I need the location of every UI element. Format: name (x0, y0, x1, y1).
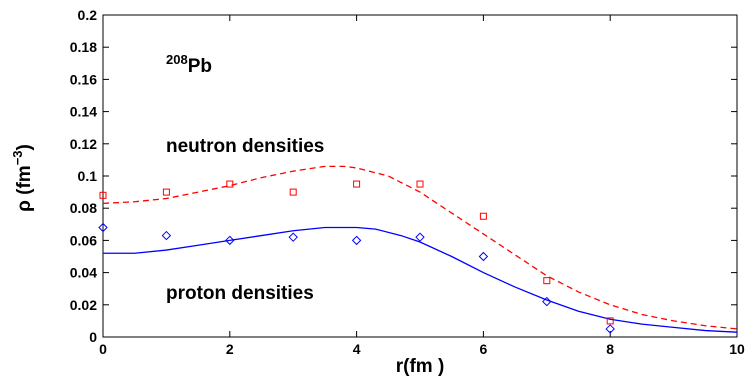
proton-data-point (98, 222, 108, 233)
proton-data-point (288, 232, 298, 242)
neutron-data-point (606, 317, 614, 325)
y-tick-label: 0 (89, 329, 97, 345)
y-tick-label: 0.14 (70, 104, 97, 120)
y-tick-label: 0.18 (70, 39, 97, 55)
x-tick-label: 8 (606, 341, 614, 357)
neutron-data-point (479, 212, 487, 220)
y-tick-label: 0.04 (70, 265, 97, 281)
neutron-densities-label: neutron densities (166, 136, 324, 157)
proton-model-curve (103, 226, 738, 333)
neutron-data-point (289, 188, 297, 196)
proton-data-point (225, 235, 235, 246)
neutron-data-point (543, 277, 551, 285)
neutron-data-point (416, 180, 424, 188)
neutron-data-point (162, 188, 170, 196)
neutron-model-curve (102, 165, 738, 330)
axis-ticks: 0 2 4 6 8 10 0 0.02 0.04 0.06 0.08 0.1 0.12 0.14 0.16 0… (70, 7, 745, 357)
proton-data-point (161, 230, 172, 241)
proton-data-point (542, 296, 552, 307)
proton-data-point (351, 235, 362, 246)
x-tick-label: 0 (99, 341, 107, 357)
nucleus-label: 208Pb (166, 52, 212, 77)
proton-data-point (478, 251, 489, 262)
proton-data-point (415, 232, 425, 242)
data-series (98, 165, 738, 334)
x-tick-label: 10 (729, 341, 745, 357)
x-tick-label: 2 (226, 341, 234, 357)
y-tick-label: 0.06 (70, 232, 97, 248)
y-tick-label: 0.2 (78, 7, 98, 23)
neutron-data-point (226, 180, 234, 188)
neutron-data-point (353, 180, 361, 188)
y-axis-label: ρ (fm−3) (10, 144, 35, 212)
x-axis-label: r(fm ) (396, 356, 445, 377)
y-tick-label: 0.16 (70, 71, 97, 87)
y-tick-label: 0.02 (70, 297, 97, 313)
y-tick-label: 0.1 (78, 168, 98, 184)
proton-densities-label: proton densities (166, 283, 314, 304)
x-tick-label: 6 (480, 341, 488, 357)
neutron-data-point (99, 191, 107, 199)
y-tick-label: 0.08 (70, 200, 97, 216)
x-tick-label: 4 (353, 341, 361, 357)
y-tick-label: 0.12 (70, 136, 97, 152)
proton-data-point (605, 324, 615, 334)
